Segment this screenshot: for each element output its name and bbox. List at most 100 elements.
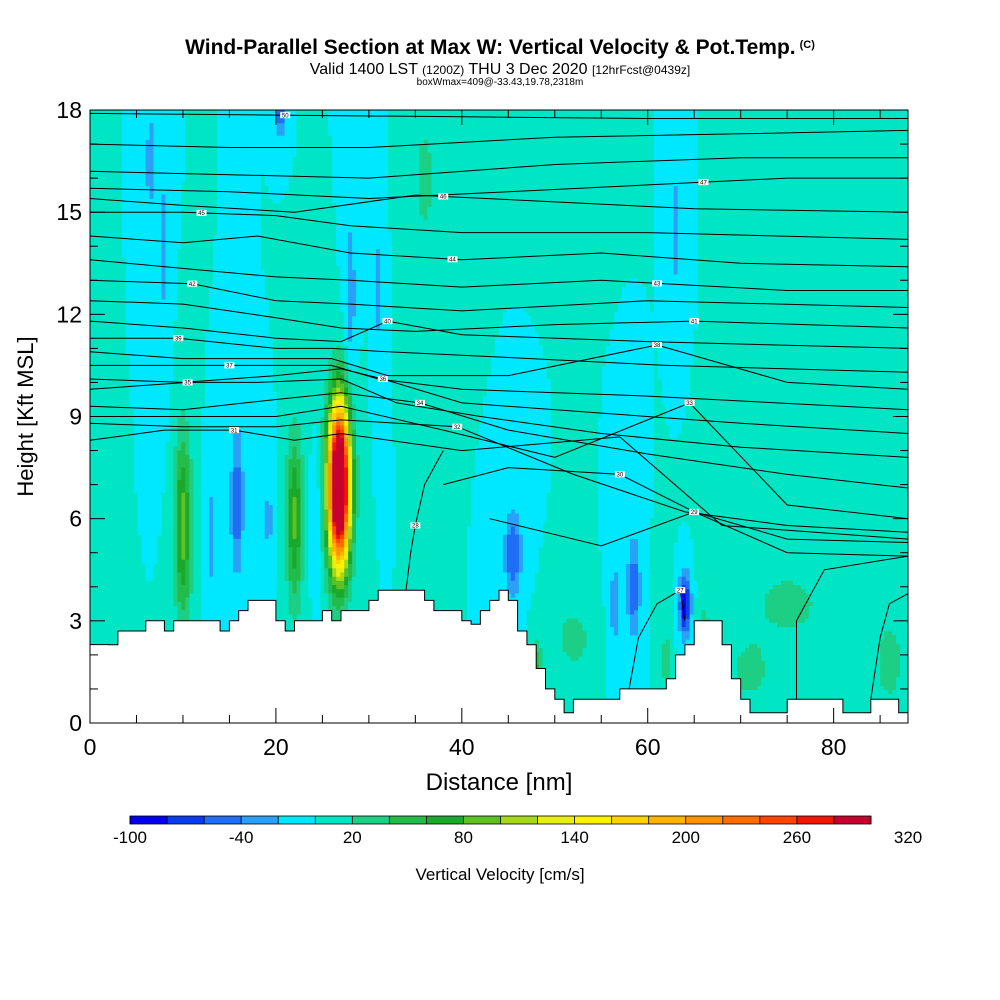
velocity-cell (808, 693, 814, 699)
velocity-cell (669, 660, 675, 665)
velocity-cell (534, 655, 540, 661)
velocity-cell (105, 626, 111, 632)
velocity-cell (93, 622, 99, 628)
velocity-cell (562, 681, 568, 686)
velocity-cell (578, 626, 583, 632)
velocity-cell (558, 639, 564, 644)
velocity-cell (832, 630, 838, 636)
velocity-cell (761, 697, 766, 703)
velocity-cell (733, 660, 738, 665)
velocity-cell (602, 626, 607, 632)
velocity-cell (753, 706, 758, 712)
velocity-cell (872, 693, 877, 699)
velocity-cell (761, 664, 766, 670)
velocity-cell (784, 639, 790, 644)
velocity-cell (649, 630, 655, 636)
velocity-cell (737, 660, 742, 665)
velocity-cell (780, 681, 786, 686)
velocity-cell (542, 639, 548, 644)
velocity-cell (824, 647, 830, 653)
velocity-cell (761, 676, 766, 682)
velocity-cell (848, 634, 854, 640)
velocity-cell (772, 626, 778, 632)
velocity-cell (836, 626, 842, 632)
velocity-cell (757, 693, 762, 699)
box-wmax-info: boxWmax=409@-33.43,19.78,2318m (0, 77, 1000, 88)
velocity-cell (816, 672, 822, 678)
velocity-cell (900, 643, 905, 649)
velocity-cell (661, 685, 667, 691)
velocity-cell (860, 689, 865, 695)
velocity-cell (129, 622, 135, 628)
velocity-cell (860, 685, 865, 691)
velocity-cell (117, 622, 123, 628)
velocity-cell (868, 664, 873, 670)
velocity-cell (757, 697, 762, 703)
velocity-cell (880, 630, 885, 636)
velocity-cell (852, 660, 857, 665)
velocity-cell (594, 634, 599, 640)
velocity-cell (888, 668, 893, 674)
velocity-cell (796, 651, 802, 657)
velocity-cell (868, 672, 873, 678)
velocity-cell (900, 626, 905, 632)
velocity-cell (641, 639, 647, 644)
velocity-cell (645, 655, 651, 661)
velocity-cell (900, 634, 905, 640)
velocity-cell (788, 651, 794, 657)
velocity-cell (554, 664, 560, 670)
velocity-cell (90, 630, 95, 636)
velocity-cell (558, 651, 564, 657)
velocity-cell (598, 630, 603, 636)
velocity-cell (542, 630, 548, 636)
velocity-cell (761, 647, 766, 653)
velocity-cell (753, 660, 758, 665)
velocity-cell (840, 685, 846, 691)
velocity-cell (856, 689, 861, 695)
velocity-cell (769, 634, 774, 640)
velocity-cell (562, 647, 568, 653)
velocity-cell (872, 655, 877, 661)
velocity-cell (896, 672, 901, 678)
velocity-cell (661, 639, 667, 644)
velocity-cell (904, 672, 908, 678)
velocity-cell (626, 660, 631, 665)
velocity-cell (769, 622, 774, 628)
velocity-cell (800, 651, 806, 657)
velocity-cell (661, 630, 667, 636)
velocity-cell (590, 693, 595, 699)
velocity-cell (610, 651, 615, 657)
velocity-cell (892, 681, 897, 686)
velocity-cell (657, 685, 663, 691)
velocity-cell (904, 693, 908, 699)
velocity-cell (844, 685, 850, 691)
velocity-cell (769, 702, 774, 707)
velocity-cell (864, 651, 869, 657)
velocity-cell (761, 643, 766, 649)
velocity-cell (653, 681, 659, 686)
velocity-cell (812, 639, 818, 644)
velocity-cell (844, 689, 850, 695)
velocity-cell (566, 651, 572, 657)
velocity-cell (753, 664, 758, 670)
velocity-cell (661, 668, 667, 674)
velocity-cell (586, 639, 591, 644)
velocity-cell (776, 672, 782, 678)
velocity-cell (665, 639, 671, 644)
velocity-cell (852, 664, 857, 670)
velocity-cell (864, 689, 869, 695)
velocity-cell (733, 643, 738, 649)
velocity-cell (582, 668, 587, 674)
velocity-cell (888, 693, 893, 699)
velocity-cell (868, 626, 873, 632)
velocity-cell (900, 622, 905, 628)
velocity-cell (626, 634, 631, 640)
velocity-cell (649, 676, 655, 682)
velocity-cell (824, 634, 830, 640)
velocity-cell (570, 672, 576, 678)
velocity-cell (800, 643, 806, 649)
velocity-cell (598, 647, 603, 653)
velocity-cell (848, 647, 854, 653)
velocity-cell (812, 622, 818, 628)
velocity-cell (745, 660, 750, 665)
